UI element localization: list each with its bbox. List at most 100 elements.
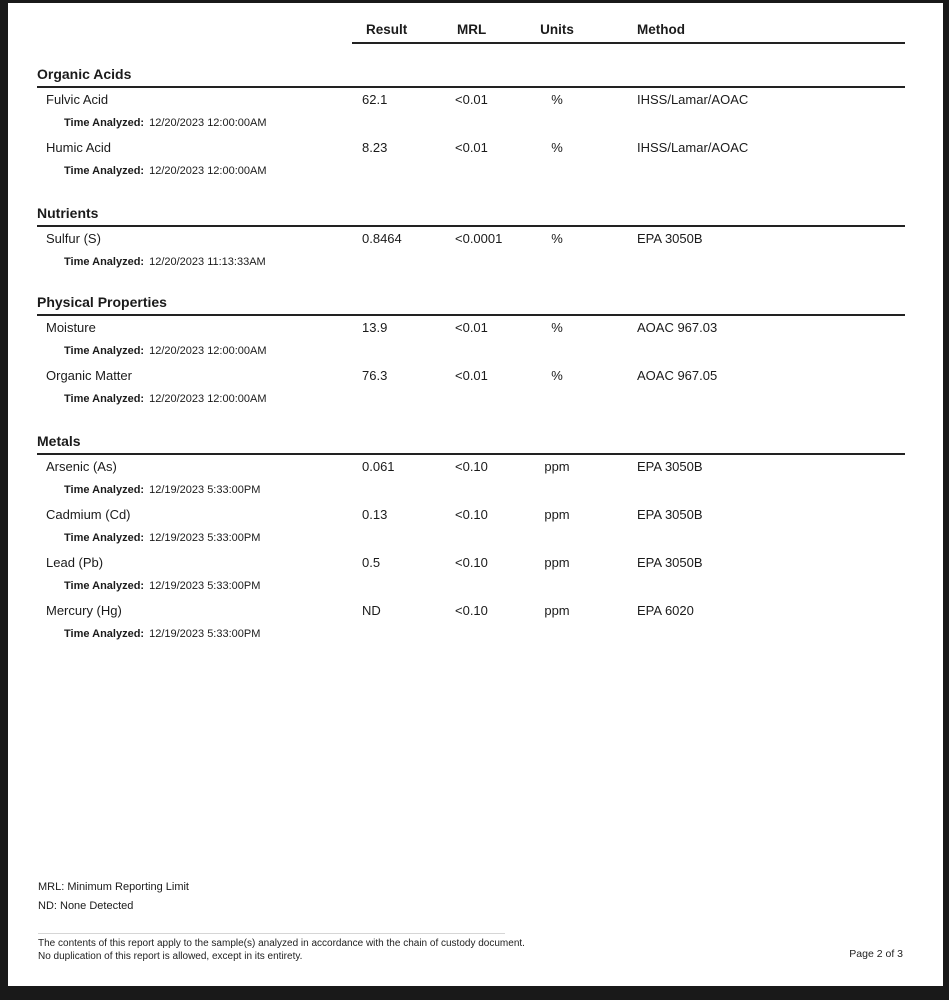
analyte-name: Lead (Pb) [46,555,104,570]
analyte-units: % [551,140,563,155]
time-analyzed-label: Time Analyzed: [64,628,145,640]
time-analyzed-line: Time Analyzed: 12/19/2023 5:33:00PM [64,628,260,640]
time-analyzed-line: Time Analyzed: 12/19/2023 5:33:00PM [64,484,260,496]
analyte-mrl: <0.0001 [455,231,503,246]
time-analyzed-label: Time Analyzed: [64,532,145,544]
time-analyzed-line: Time Analyzed: 12/20/2023 12:00:00AM [64,117,267,129]
analyte-result: 8.23 [362,140,388,155]
time-analyzed-line: Time Analyzed: 12/19/2023 5:33:00PM [64,580,260,592]
analyte-name: Cadmium (Cd) [46,507,131,522]
analyte-method: EPA 3050B [637,555,703,570]
analyte-method: AOAC 967.05 [637,368,718,383]
analyte-name: Organic Matter [46,368,132,383]
time-analyzed-value: 12/20/2023 11:13:33AM [149,256,266,268]
analyte-units: % [551,231,563,246]
time-analyzed-label: Time Analyzed: [64,393,145,405]
time-analyzed-value: 12/19/2023 5:33:00PM [149,484,261,496]
time-analyzed-label: Time Analyzed: [64,345,145,357]
analyte-mrl: <0.10 [455,555,488,570]
time-analyzed-value: 12/20/2023 12:00:00AM [149,345,267,357]
column-header-mrl: MRL [457,22,487,37]
analyte-result: 0.061 [362,459,395,474]
analyte-result: 0.8464 [362,231,402,246]
analyte-result: ND [362,603,381,618]
analyte-units: % [551,368,563,383]
analyte-name: Mercury (Hg) [46,603,122,618]
time-analyzed-value: 12/20/2023 12:00:00AM [149,165,267,177]
time-analyzed-label: Time Analyzed: [64,580,145,592]
table-row: Fulvic Acid 62.1 <0.01 % IHSS/Lamar/AOAC… [37,88,905,136]
analyte-mrl: <0.01 [455,320,488,335]
mrl-definition: MRL: Minimum Reporting Limit [38,881,189,893]
column-header-result: Result [366,22,408,37]
table-row: Cadmium (Cd) 0.13 <0.10 ppm EPA 3050B Ti… [37,503,905,551]
table-row: Arsenic (As) 0.061 <0.10 ppm EPA 3050B T… [37,455,905,503]
time-analyzed-value: 12/20/2023 12:00:00AM [149,117,267,129]
analyte-name: Arsenic (As) [46,459,117,474]
section-title: Nutrients [37,205,905,227]
time-analyzed-value: 12/19/2023 5:33:00PM [149,532,261,544]
table-row: Moisture 13.9 <0.01 % AOAC 967.03 Time A… [37,316,905,364]
time-analyzed-value: 12/19/2023 5:33:00PM [149,628,261,640]
analyte-units: ppm [544,603,570,618]
analyte-units: ppm [544,555,570,570]
analyte-mrl: <0.01 [455,140,488,155]
analyte-mrl: <0.01 [455,368,488,383]
analyte-method: EPA 6020 [637,603,694,618]
time-analyzed-label: Time Analyzed: [64,117,145,129]
analyte-name: Sulfur (S) [46,231,101,246]
time-analyzed-value: 12/20/2023 12:00:00AM [149,393,267,405]
analyte-method: EPA 3050B [637,459,703,474]
section-nutrients: Nutrients Sulfur (S) 0.8464 <0.0001 % EP… [37,205,905,275]
analyte-name: Humic Acid [46,140,112,155]
column-header-method: Method [637,22,685,37]
analyte-method: IHSS/Lamar/AOAC [637,140,749,155]
time-analyzed-label: Time Analyzed: [64,256,145,268]
disclaimer-line-1: The contents of this report apply to the… [38,938,525,949]
section-title: Physical Properties [37,294,905,316]
analyte-result: 13.9 [362,320,388,335]
analyte-name: Fulvic Acid [46,92,109,107]
table-row: Humic Acid 8.23 <0.01 % IHSS/Lamar/AOAC … [37,136,905,184]
time-analyzed-line: Time Analyzed: 12/20/2023 12:00:00AM [64,393,267,405]
analyte-method: EPA 3050B [637,507,703,522]
time-analyzed-line: Time Analyzed: 12/20/2023 12:00:00AM [64,165,267,177]
analyte-mrl: <0.10 [455,507,488,522]
time-analyzed-value: 12/19/2023 5:33:00PM [149,580,261,592]
section-title: Metals [37,433,905,455]
analyte-method: IHSS/Lamar/AOAC [637,92,749,107]
table-row: Sulfur (S) 0.8464 <0.0001 % EPA 3050B Ti… [37,227,905,275]
analyte-units: % [551,320,563,335]
analyte-method: EPA 3050B [637,231,703,246]
analyte-units: ppm [544,459,570,474]
analyte-mrl: <0.10 [455,459,488,474]
section-title: Organic Acids [37,66,905,88]
disclaimer-line-2: No duplication of this report is allowed… [38,951,303,962]
time-analyzed-label: Time Analyzed: [64,484,145,496]
time-analyzed-line: Time Analyzed: 12/19/2023 5:33:00PM [64,532,260,544]
footer-divider [38,933,505,934]
analyte-mrl: <0.01 [455,92,488,107]
analyte-result: 76.3 [362,368,388,383]
table-row: Lead (Pb) 0.5 <0.10 ppm EPA 3050B Time A… [37,551,905,599]
time-analyzed-line: Time Analyzed: 12/20/2023 11:13:33AM [64,256,266,268]
time-analyzed-line: Time Analyzed: 12/20/2023 12:00:00AM [64,345,267,357]
time-analyzed-label: Time Analyzed: [64,165,145,177]
analyte-units: ppm [544,507,570,522]
section-physical-properties: Physical Properties Moisture 13.9 <0.01 … [37,294,905,412]
analyte-result: 0.5 [362,555,381,570]
nd-definition: ND: None Detected [38,900,134,912]
report-page: Result MRL Units Method Organic Acids Fu… [8,3,943,986]
analyte-result: 0.13 [362,507,388,522]
section-organic-acids: Organic Acids Fulvic Acid 62.1 <0.01 % I… [37,66,905,184]
header-divider [352,42,905,44]
analyte-units: % [551,92,563,107]
table-row: Mercury (Hg) ND <0.10 ppm EPA 6020 Time … [37,599,905,647]
results-table-header: Result MRL Units Method [37,22,905,46]
analyte-method: AOAC 967.03 [637,320,718,335]
section-metals: Metals Arsenic (As) 0.061 <0.10 ppm EPA … [37,433,905,647]
analyte-mrl: <0.10 [455,603,488,618]
table-row: Organic Matter 76.3 <0.01 % AOAC 967.05 … [37,364,905,412]
column-header-units: Units [540,22,574,37]
page-number: Page 2 of 3 [849,948,903,960]
